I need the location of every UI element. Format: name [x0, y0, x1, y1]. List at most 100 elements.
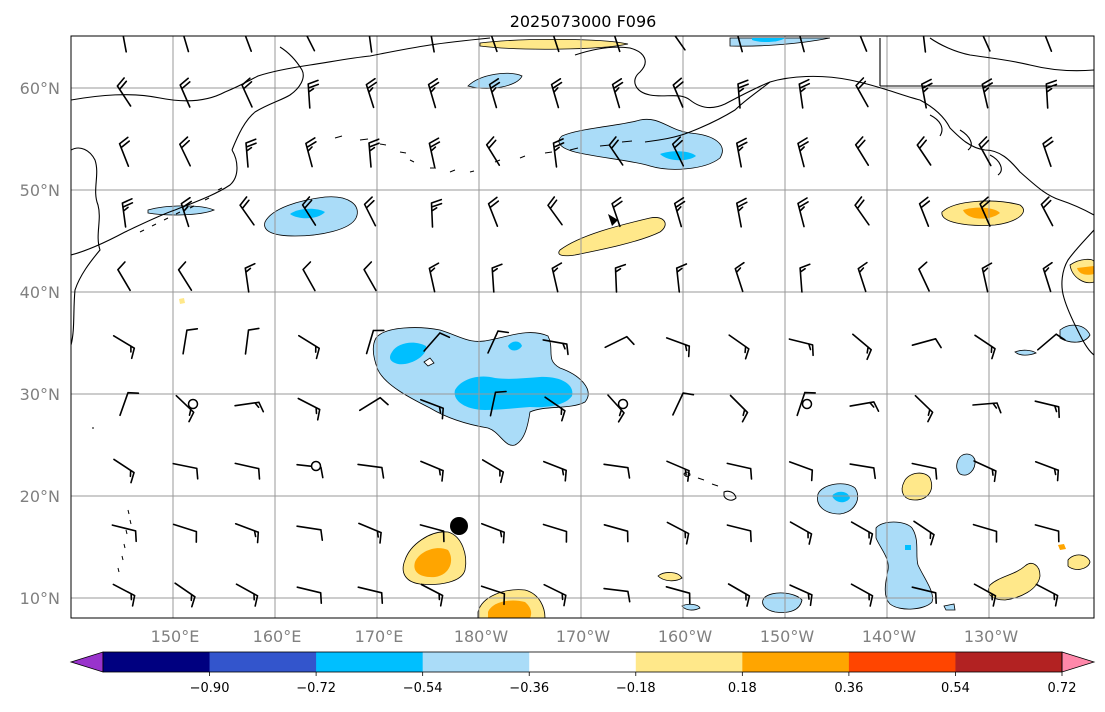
coastline-alaska [919, 99, 1094, 216]
wind-barb [363, 196, 377, 227]
wind-barb [982, 36, 991, 52]
wind-barb [797, 197, 809, 228]
wind-barb [603, 587, 631, 603]
wind-barb [911, 586, 937, 604]
wind-barb [551, 262, 563, 293]
negative-anomaly-area [762, 592, 803, 613]
wind-barb [611, 196, 623, 228]
wind-barb [734, 261, 745, 293]
wind-barb [487, 330, 510, 354]
wind-barb [849, 463, 876, 480]
wind-barb [179, 77, 191, 108]
wind-barb [728, 334, 750, 360]
wind-barb [979, 196, 991, 227]
wind-barb [544, 396, 566, 422]
wind-barb [116, 77, 132, 107]
coastline-north-america [1061, 229, 1094, 356]
wind-barb [488, 78, 501, 109]
wind-barb [918, 196, 931, 227]
lat-label-60n: 60°N [20, 79, 60, 98]
lon-label-170w: 170°W [556, 627, 611, 646]
negative-anomaly-area [454, 376, 573, 410]
wind-barb [121, 198, 134, 228]
wind-barb [420, 398, 444, 420]
wind-barb [789, 521, 813, 545]
wind-barb [368, 36, 373, 53]
coastline-arctic [929, 37, 1094, 72]
positive-anomaly-area [1067, 554, 1091, 570]
wind-barb [357, 586, 384, 604]
colorbar-tick-label: −0.72 [296, 681, 336, 696]
wind-barb [423, 332, 451, 352]
hawaiian-islands [683, 471, 737, 501]
wind-barb [855, 77, 869, 108]
wind-barbs [111, 36, 1066, 608]
wind-barb [673, 197, 686, 228]
wind-barb [296, 586, 323, 604]
wind-barb [850, 521, 874, 545]
wind-barb [854, 196, 870, 226]
wind-barb [978, 136, 992, 167]
coastline-asia [71, 147, 101, 346]
negative-anomaly-area [832, 491, 850, 503]
wind-barb [239, 196, 255, 226]
positive-anomaly-area [657, 572, 683, 582]
wind-barb [244, 262, 256, 293]
wind-barb [122, 36, 127, 53]
negative-anomaly-area [1059, 324, 1091, 343]
wind-barb [172, 462, 199, 480]
wind-barb [788, 461, 814, 482]
wind-barb [911, 462, 938, 480]
wind-barb [550, 78, 563, 109]
colorbar-swatch [529, 652, 637, 672]
map-frame [70, 35, 1095, 619]
wind-barb [972, 523, 998, 543]
lon-label-150e: 150°E [151, 627, 200, 646]
lon-label-160e: 160°E [253, 627, 302, 646]
coastline-siberia [71, 37, 491, 102]
wind-barb [796, 391, 816, 417]
negative-anomaly-area [875, 521, 933, 610]
wind-barb [1042, 136, 1054, 168]
wind-barb [305, 137, 317, 168]
wind-barb [666, 521, 690, 545]
colorbar-swatch [848, 652, 956, 672]
wind-barb [368, 138, 380, 168]
storm-center-marker [450, 517, 468, 535]
wind-barb [307, 79, 320, 109]
wind-barb [235, 583, 259, 607]
wind-barb [1042, 261, 1053, 293]
contour-fields [147, 37, 1094, 618]
wind-barb [603, 524, 629, 543]
wind-barb [296, 525, 324, 541]
lon-label-180w: 180°W [454, 627, 509, 646]
wind-barb [363, 261, 377, 292]
wind-barb [1035, 583, 1059, 607]
wind-barb [297, 397, 321, 421]
lon-label-150w: 150°W [760, 627, 815, 646]
map-title: 2025073000 F096 [510, 12, 657, 31]
wind-barb [788, 338, 814, 357]
wind-barb [245, 138, 257, 168]
wind-barb [727, 583, 751, 607]
wind-barb [736, 197, 748, 228]
colorbar-swatch [422, 652, 530, 672]
colorbar-extend-low [69, 651, 104, 673]
colorbar-tick-label: −0.36 [509, 681, 549, 696]
colorbar-tick-label: 0.72 [1048, 681, 1077, 696]
wind-barb [1034, 400, 1060, 419]
wind-barb [665, 337, 691, 358]
wind-barb [113, 458, 135, 484]
wind-barb [118, 136, 130, 167]
wind-barb [430, 198, 443, 228]
colorbar-tick-label: 0.54 [941, 681, 970, 696]
negative-anomaly-area [1014, 349, 1037, 356]
wind-barb [665, 586, 691, 605]
wind-barb [1044, 36, 1053, 52]
wind-barb [234, 462, 261, 480]
wind-barb [918, 261, 930, 292]
wind-barb [914, 394, 934, 423]
wind-barb [182, 36, 190, 53]
latitude-labels: 10°N 20°N 30°N 40°N 50°N 60°N [20, 79, 60, 608]
wind-barb [981, 78, 993, 109]
